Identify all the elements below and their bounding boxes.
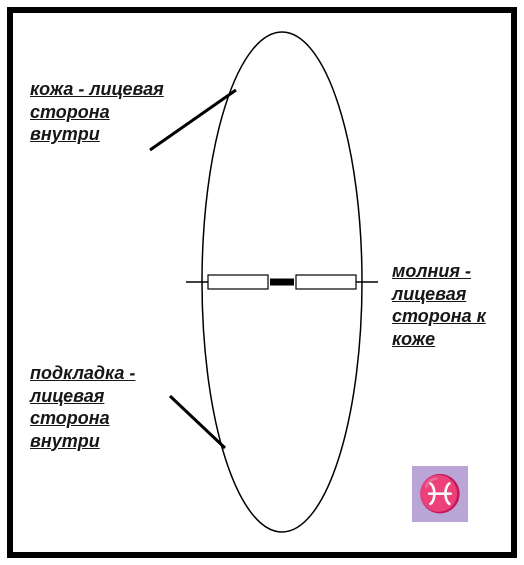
zipper-group xyxy=(186,275,378,289)
zipper-pull xyxy=(270,279,294,286)
brand-logo: ♓ xyxy=(412,466,468,522)
zipper-tape-right xyxy=(296,275,356,289)
label-zipper: молния - лицевая сторона к коже xyxy=(392,260,486,350)
pointer-bottom xyxy=(170,396,225,448)
zipper-tape-left xyxy=(208,275,268,289)
label-lining: подкладка - лицевая сторона внутри xyxy=(30,362,135,452)
label-leather: кожа - лицевая сторона внутри xyxy=(30,78,164,146)
pisces-icon: ♓ xyxy=(418,473,463,515)
